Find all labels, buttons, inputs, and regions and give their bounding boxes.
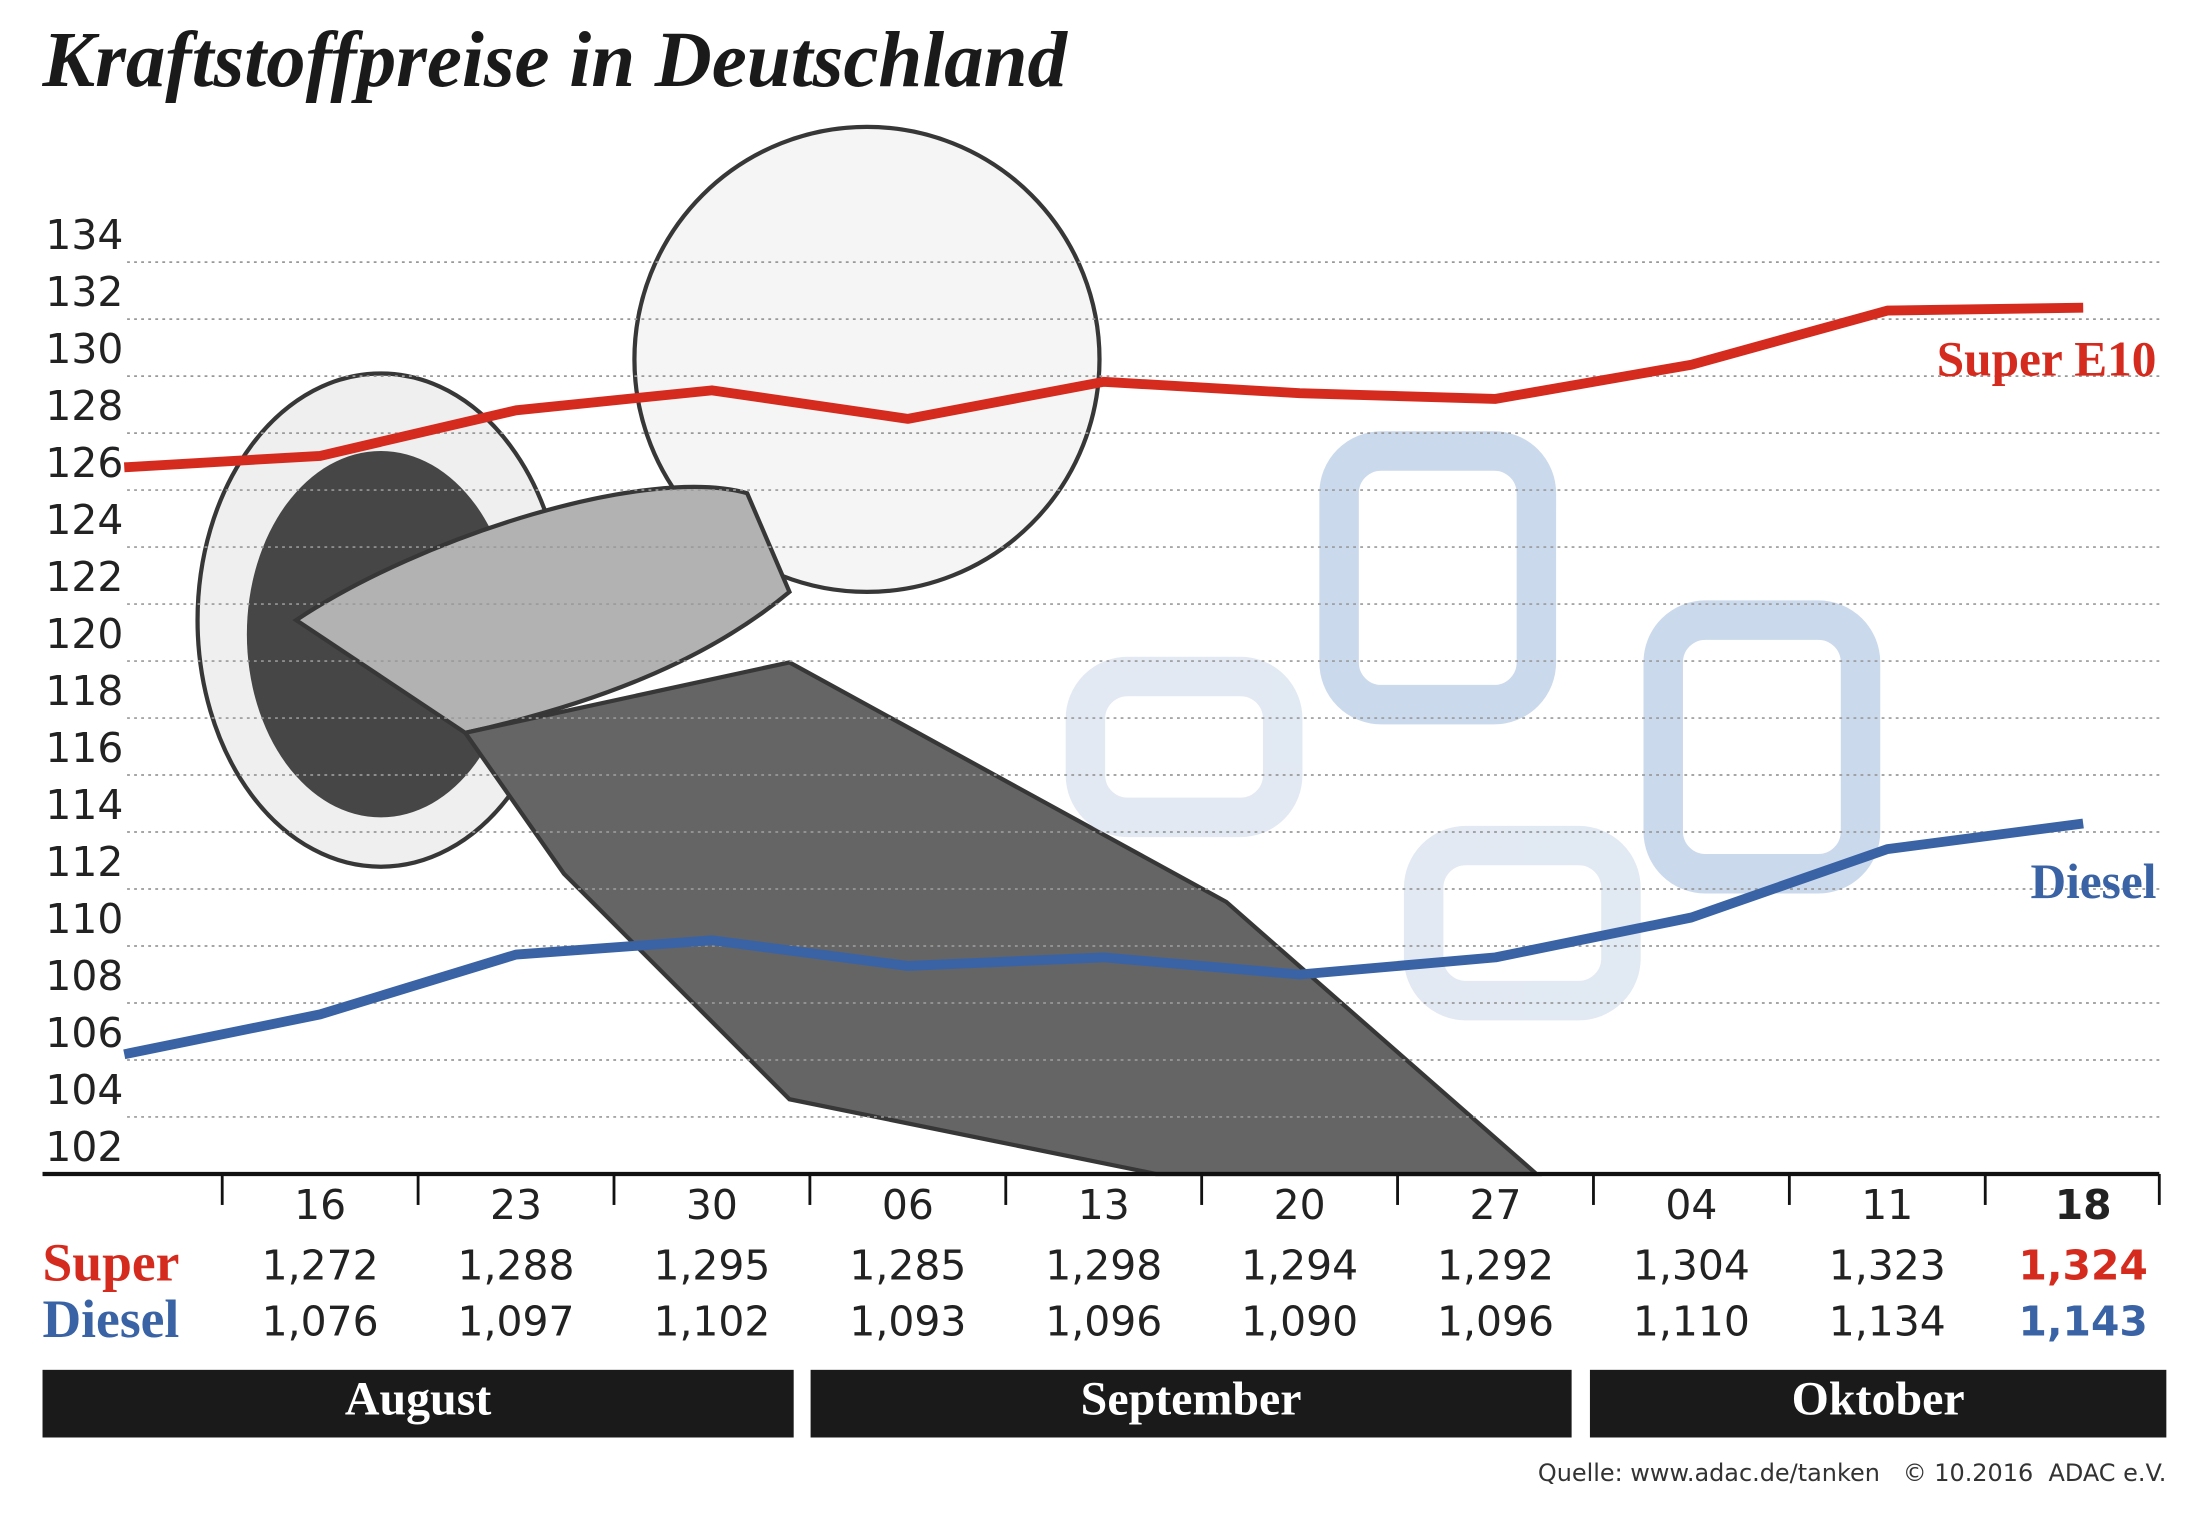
- value-label: 1,076: [262, 1298, 379, 1346]
- y-tick-label: 104: [45, 1066, 123, 1114]
- digits-deco: [1065, 431, 1881, 1021]
- x-tick-label: 16: [294, 1181, 346, 1229]
- value-label: 1,298: [1045, 1241, 1162, 1289]
- y-tick-label: 102: [45, 1123, 123, 1171]
- value-label: 1,090: [1241, 1298, 1358, 1346]
- x-tick-label: 13: [1078, 1181, 1130, 1229]
- value-label: 1,272: [262, 1241, 379, 1289]
- y-tick-label: 134: [45, 211, 123, 259]
- series-line: [123, 818, 2084, 1060]
- value-label: 1,288: [458, 1241, 575, 1289]
- x-tick-label: 20: [1274, 1181, 1326, 1229]
- source: Quelle: www.adac.de/tanken © 10.2016 ADA…: [1538, 1459, 2166, 1487]
- y-tick-label: 120: [45, 610, 123, 658]
- y-tick-label: 110: [45, 895, 123, 943]
- y-tick-label: 128: [45, 382, 123, 430]
- nozzle-top: [292, 484, 793, 736]
- y-tick-label: 114: [45, 781, 123, 829]
- illustration: [195, 124, 1881, 1177]
- value-label: 1,096: [1045, 1298, 1162, 1346]
- row-label: Super: [43, 1233, 180, 1293]
- x-tick-label: 23: [490, 1181, 542, 1229]
- value-label: 1,097: [458, 1298, 575, 1346]
- value-label: 1,292: [1437, 1241, 1554, 1289]
- row-label: Diesel: [43, 1289, 180, 1349]
- y-tick-label: 108: [45, 952, 123, 1000]
- fuel-cap: [632, 124, 1102, 595]
- value-label: 1,304: [1633, 1241, 1750, 1289]
- y-tick-label: 130: [45, 325, 123, 373]
- chart-title: Kraftstoffpreise in Deutschland: [42, 17, 1069, 104]
- y-tick-label: 118: [45, 667, 123, 715]
- month-bar: [810, 1369, 1572, 1438]
- x-tick-label: 11: [1861, 1181, 1913, 1229]
- y-tick-label: 132: [45, 268, 123, 316]
- plot: 102 104 106 108 110 112 114 116 118 120 122 124 126 1…: [42, 211, 2167, 1487]
- series-label: Diesel: [2030, 854, 2156, 909]
- month-label: September: [1081, 1373, 1302, 1426]
- value-label: 1,093: [849, 1298, 966, 1346]
- value-label: 1,324: [2019, 1241, 2148, 1289]
- y-tick-label: 122: [45, 553, 123, 601]
- value-label: 1,102: [653, 1298, 770, 1346]
- x-tick-label: 30: [686, 1181, 738, 1229]
- y-tick-label: 116: [45, 724, 123, 772]
- y-tick-label: 112: [45, 838, 123, 886]
- value-label: 1,143: [2019, 1298, 2148, 1346]
- month-bar: [42, 1369, 794, 1438]
- month-bar: [1589, 1369, 2167, 1438]
- y-tick-label: 124: [45, 496, 123, 544]
- series-line: [123, 302, 2084, 473]
- value-label: 1,295: [653, 1241, 770, 1289]
- value-label: 1,096: [1437, 1298, 1554, 1346]
- series-label: Super E10: [1937, 331, 2157, 386]
- month-label: August: [345, 1373, 491, 1426]
- value-label: 1,294: [1241, 1241, 1358, 1289]
- x-tick-label: 06: [882, 1181, 934, 1229]
- month-label: Oktober: [1792, 1373, 1965, 1426]
- y-tick-label: 126: [45, 439, 123, 487]
- value-label: 1,323: [1829, 1241, 1946, 1289]
- y-tick-label: 106: [45, 1009, 123, 1057]
- x-tick-label: 18: [2055, 1181, 2112, 1229]
- value-label: 1,110: [1633, 1298, 1750, 1346]
- value-label: 1,134: [1829, 1298, 1946, 1346]
- x-tick-label: 04: [1665, 1181, 1717, 1229]
- value-label: 1,285: [849, 1241, 966, 1289]
- x-tick-label: 27: [1470, 1181, 1522, 1229]
